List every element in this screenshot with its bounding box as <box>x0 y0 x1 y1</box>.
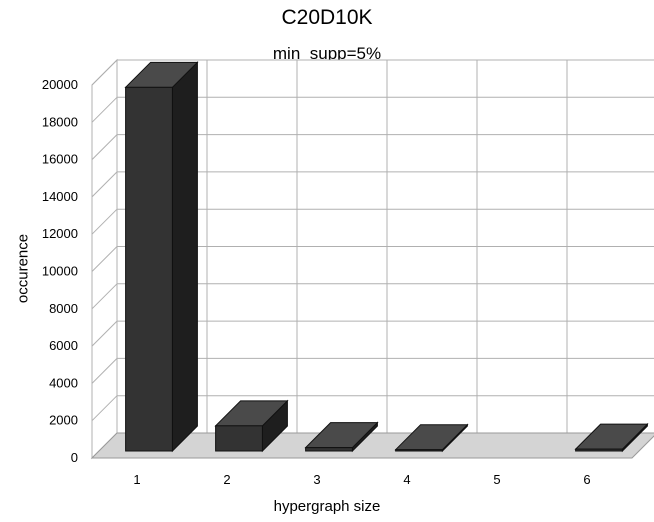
x-tick-label: 6 <box>583 472 590 487</box>
x-axis-label: hypergraph size <box>273 498 381 515</box>
bar <box>215 425 263 452</box>
y-gridline-side <box>91 320 118 347</box>
bar <box>395 449 443 452</box>
bar-side <box>171 61 198 453</box>
chart-title: C20D10K <box>281 6 373 29</box>
y-tick-label: 14000 <box>42 189 78 204</box>
bar <box>125 86 173 452</box>
y-tick-label: 20000 <box>42 77 78 92</box>
x-tick-label: 3 <box>313 472 320 487</box>
y-gridline-side <box>91 59 118 86</box>
y-tick-label: 10000 <box>42 264 78 279</box>
x-tick-label: 1 <box>133 472 140 487</box>
chart-subtitle: min_supp=5% <box>272 44 382 63</box>
y-gridline-side <box>91 171 118 198</box>
y-tick-label: 2000 <box>49 413 78 428</box>
y-tick-label: 8000 <box>49 301 78 316</box>
y-gridline-side <box>91 134 118 160</box>
y-tick-label: 0 <box>71 450 78 465</box>
x-tick-label: 2 <box>223 472 230 487</box>
x-tick-label: 5 <box>493 472 500 487</box>
y-gridline-side <box>91 246 118 272</box>
bar <box>575 448 623 452</box>
bar <box>305 447 353 452</box>
y-gridline-side <box>91 358 118 384</box>
y-tick-label: 18000 <box>42 114 78 129</box>
y-gridline-side <box>91 395 118 422</box>
y-gridline-side <box>91 283 118 310</box>
y-tick-label: 6000 <box>49 338 78 353</box>
y-tick-label: 4000 <box>49 375 78 390</box>
y-gridline-side <box>91 96 118 123</box>
y-tick-label: 16000 <box>42 152 78 167</box>
x-tick-label: 4 <box>403 472 410 487</box>
y-gridline-side <box>91 208 118 235</box>
y-tick-label: 12000 <box>42 226 78 241</box>
